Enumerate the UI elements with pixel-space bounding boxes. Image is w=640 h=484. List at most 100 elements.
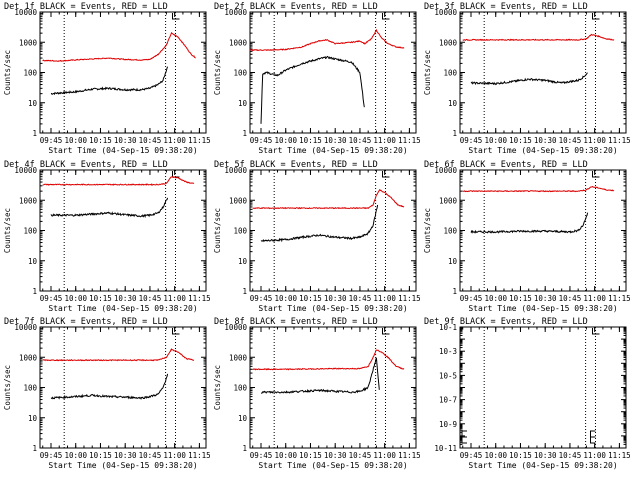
x-tick-label: 10:00 (484, 451, 507, 460)
x-tick-label: 10:15 (299, 294, 322, 303)
y-tick-label: 1000 (229, 38, 248, 47)
y-tick-label: 10-9 (439, 420, 457, 429)
series-line-lld (462, 185, 615, 193)
panel-title: Det 5f BLACK = Events, RED = LLD (214, 160, 378, 170)
y-tick-label: 1 (32, 444, 37, 453)
flare-marker (381, 328, 390, 335)
panel-4: Det 4f BLACK = Events, RED = LLD 1 10 100 10… (3, 160, 211, 313)
x-tick-label: 09:45 (250, 451, 273, 460)
series-line-events (50, 66, 169, 96)
panel-7: Det 7f BLACK = Events, RED = LLD 1 10 100 10… (3, 317, 211, 470)
panel-5: Det 5f BLACK = Events, RED = LLD 1 10 100 10… (213, 160, 421, 313)
y-tick-label: 100 (443, 227, 457, 236)
x-tick-label: 10:15 (299, 136, 322, 145)
y-tick-label: 10 (28, 257, 38, 266)
y-tick-label: 10 (28, 99, 38, 108)
x-tick-label: 09:45 (460, 451, 483, 460)
panel-title: Det 7f BLACK = Events, RED = LLD (4, 317, 168, 327)
x-axis-label: Start Time (04-Sep-15 09:38:20) (48, 304, 197, 313)
x-tick-label: 10:30 (324, 136, 347, 145)
panel-title: Det 6f BLACK = Events, RED = LLD (424, 160, 588, 170)
y-tick-label: 10 (238, 414, 248, 423)
series-line-events (260, 55, 365, 124)
x-tick-label: 11:00 (163, 451, 186, 460)
x-tick-label: 10:45 (139, 451, 162, 460)
x-tick-label: 10:45 (139, 136, 162, 145)
y-axis-label: Counts/sec (3, 365, 12, 410)
panel-title: Det 3f BLACK = Events, RED = LLD (424, 2, 588, 12)
y-tick-label: 10-3 (439, 347, 457, 356)
panel-title: Det 1f BLACK = Events, RED = LLD (4, 2, 168, 12)
x-tick-label: 09:45 (460, 136, 483, 145)
x-tick-label: 10:00 (64, 294, 87, 303)
x-tick-label: 10:30 (114, 136, 137, 145)
y-tick-label: 1000 (19, 38, 38, 47)
y-tick-label: 1000 (229, 353, 248, 362)
panel-3: Det 3f BLACK = Events, RED = LLD 1 10 100 10… (423, 2, 631, 155)
series-line-events (50, 373, 169, 400)
x-tick-label: 10:15 (89, 451, 112, 460)
series-line-lld (42, 31, 196, 62)
x-tick-label: 11:00 (163, 136, 186, 145)
x-axis-label: Start Time (04-Sep-15 09:38:20) (258, 461, 407, 470)
x-tick-label: 10:45 (349, 294, 372, 303)
y-axis-label: Counts/sec (3, 208, 12, 253)
x-tick-label: 11:00 (373, 451, 396, 460)
y-tick-label: 100 (23, 384, 37, 393)
x-axis-label: Start Time (04-Sep-15 09:38:20) (468, 304, 617, 313)
x-tick-label: 11:00 (583, 294, 606, 303)
x-tick-label: 11:00 (583, 451, 606, 460)
axis-frame (39, 169, 207, 292)
flare-marker (591, 328, 600, 335)
x-tick-label: 10:30 (324, 451, 347, 460)
x-tick-label: 10:00 (274, 136, 297, 145)
x-tick-label: 10:45 (349, 136, 372, 145)
flare-marker (591, 171, 600, 178)
y-axis-label: Counts/sec (3, 50, 12, 95)
x-tick-label: 11:15 (398, 451, 421, 460)
x-tick-label: 11:15 (398, 294, 421, 303)
y-tick-label: 100 (233, 227, 247, 236)
y-tick-label: 10000 (224, 323, 247, 332)
x-tick-label: 10:30 (324, 294, 347, 303)
flare-marker (381, 171, 390, 178)
x-tick-label: 10:30 (114, 294, 137, 303)
panel-1: Det 1f BLACK = Events, RED = LLD 1 10 100 10… (3, 2, 211, 155)
x-tick-label: 11:00 (373, 136, 396, 145)
x-tick-label: 11:15 (608, 136, 631, 145)
x-tick-label: 11:00 (583, 136, 606, 145)
y-tick-label: 10 (448, 257, 458, 266)
series-line-lld (42, 348, 195, 362)
x-axis-label: Start Time (04-Sep-15 09:38:20) (468, 146, 617, 155)
panel-title: Det 9f BLACK = Events, RED = LLD (424, 317, 588, 327)
x-tick-label: 10:30 (534, 294, 557, 303)
series-line-lld (252, 188, 405, 210)
axis-frame (249, 326, 417, 449)
y-tick-label: 1 (32, 129, 37, 138)
panel-title: Det 8f BLACK = Events, RED = LLD (214, 317, 378, 327)
x-tick-label: 11:00 (373, 294, 396, 303)
x-tick-label: 10:00 (274, 451, 297, 460)
x-tick-label: 09:45 (40, 136, 63, 145)
x-tick-label: 10:00 (64, 136, 87, 145)
x-axis-label: Start Time (04-Sep-15 09:38:20) (48, 461, 197, 470)
series-line-lld (42, 176, 195, 186)
x-tick-label: 10:15 (89, 294, 112, 303)
panel-8: Det 8f BLACK = Events, RED = LLD 1 10 100 10… (213, 317, 421, 470)
flare-marker (171, 13, 180, 20)
x-tick-label: 11:15 (188, 451, 211, 460)
y-tick-label: 10 (238, 257, 248, 266)
x-tick-label: 10:45 (349, 451, 372, 460)
x-tick-label: 10:15 (89, 136, 112, 145)
panel-9: Det 9f BLACK = Events, RED = LLD 10-11 10-… (424, 317, 631, 470)
y-tick-label: 1 (452, 287, 457, 296)
axis-frame (249, 11, 417, 134)
x-tick-label: 10:45 (559, 294, 582, 303)
x-tick-label: 10:00 (274, 294, 297, 303)
y-tick-label: 1 (242, 287, 247, 296)
y-axis-label: Counts/sec (423, 50, 432, 95)
y-tick-label: 1 (242, 129, 247, 138)
y-tick-label: 10000 (224, 8, 247, 17)
axis-frame (459, 11, 627, 134)
